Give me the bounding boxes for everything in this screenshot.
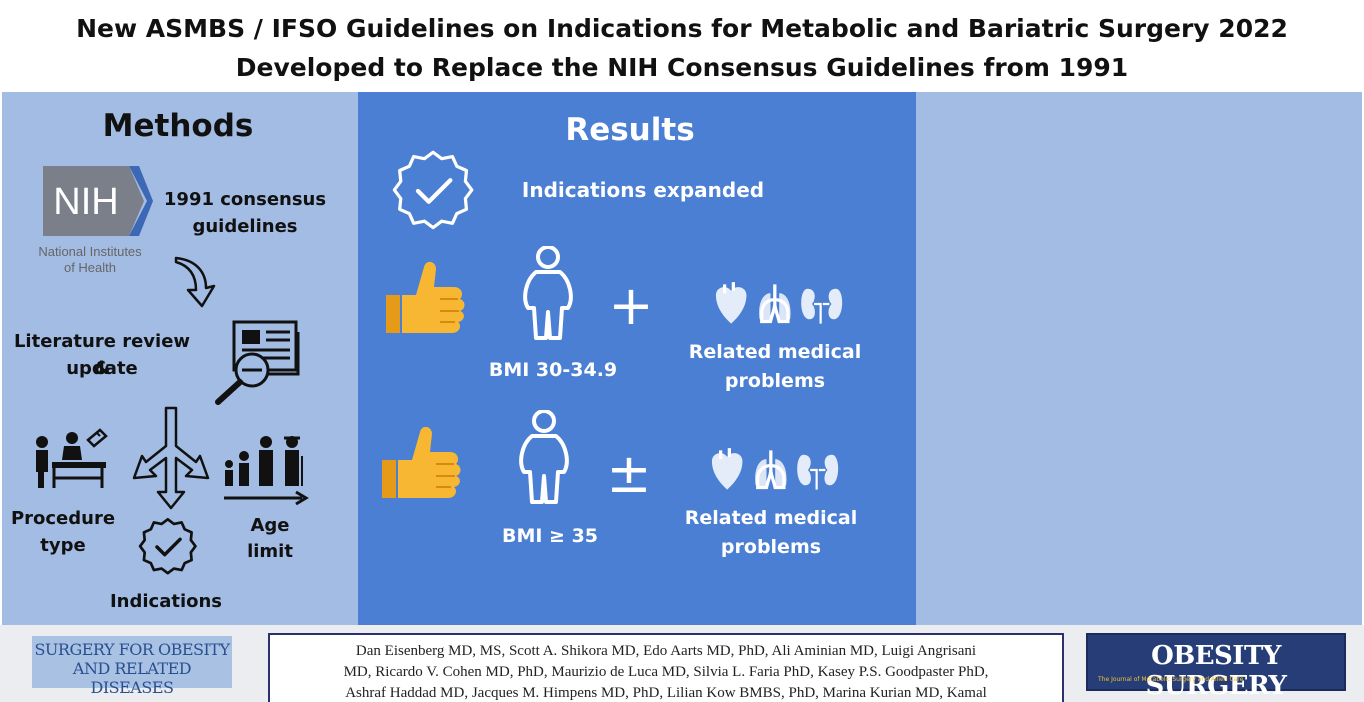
journal-logo-obesity-surgery: OBESITY SURGERY The Journal of Metabolic… xyxy=(1086,633,1346,701)
problems-1-line-1: Related medical xyxy=(688,341,862,363)
person-icon xyxy=(514,409,576,514)
journal-left-line-1: SURGERY FOR OBESITY xyxy=(34,640,230,659)
literature-line-2: update xyxy=(66,358,138,379)
results-heading: Results xyxy=(565,112,695,148)
indications-label: Indications xyxy=(109,591,223,612)
organs-icon xyxy=(682,446,864,498)
surgery-icon xyxy=(30,426,110,496)
nih-logo-text: NIH xyxy=(53,181,118,223)
check-badge-icon xyxy=(137,517,197,581)
authors-box: Dan Eisenberg MD, MS, Scott A. Shikora M… xyxy=(268,633,1064,702)
thumbs-up-icon xyxy=(374,420,464,510)
consensus-line-1: 1991 consensus xyxy=(163,189,327,210)
age-line-2: limit xyxy=(247,541,293,562)
journal-logo-surgery-obesity: SURGERY FOR OBESITY AND RELATED DISEASES xyxy=(32,636,232,697)
age-line-1: Age xyxy=(250,515,290,536)
nih-caption-2: of Health xyxy=(63,260,117,275)
problems-2-line-2: problems xyxy=(720,536,822,558)
family-age-icon xyxy=(220,432,310,512)
curved-arrow-icon xyxy=(170,256,220,314)
thumbs-up-icon xyxy=(378,255,468,345)
bmi-label-1: BMI 30-34.9 xyxy=(488,359,618,381)
person-icon xyxy=(518,245,580,350)
procedure-line-2: type xyxy=(40,535,86,556)
journal-right-title: OBESITY SURGERY xyxy=(1145,641,1287,701)
nih-logo: NIH xyxy=(43,166,153,236)
newspaper-search-icon xyxy=(212,318,304,414)
title-line-1: New ASMBS / IFSO Guidelines on Indicatio… xyxy=(76,14,1288,43)
consensus-line-2: guidelines xyxy=(192,216,298,237)
literature-line-1: Literature review & xyxy=(13,331,191,379)
authors-line-2: MD, Ricardo V. Cohen MD, PhD, Maurizio d… xyxy=(343,664,989,680)
indications-expanded: Indications expanded xyxy=(521,178,765,202)
bmi-label-2: BMI ≥ 35 xyxy=(501,525,599,547)
check-badge-icon xyxy=(390,150,474,236)
organs-icon xyxy=(686,280,868,332)
title-line-2: Developed to Replace the NIH Consensus G… xyxy=(235,53,1129,82)
operator-plus-minus: ± xyxy=(606,442,652,505)
journal-right-subtitle: The Journal of Metabolic Surgery and All… xyxy=(1098,676,1244,683)
problems-2-line-1: Related medical xyxy=(684,507,858,529)
authors-line-3: Ashraf Haddad MD, Jacques M. Himpens MD,… xyxy=(345,685,987,701)
branching-arrows-icon xyxy=(130,406,212,514)
operator-plus: + xyxy=(608,274,654,337)
journal-left-line-2: AND RELATED DISEASES xyxy=(72,659,192,697)
procedure-line-1: Procedure xyxy=(10,508,116,529)
methods-heading: Methods xyxy=(102,108,254,144)
problems-1-line-2: problems xyxy=(724,370,826,392)
nih-caption-1: National Institutes xyxy=(38,244,142,259)
authors-line-1: Dan Eisenberg MD, MS, Scott A. Shikora M… xyxy=(355,643,977,659)
empty-right-panel xyxy=(916,92,1362,625)
